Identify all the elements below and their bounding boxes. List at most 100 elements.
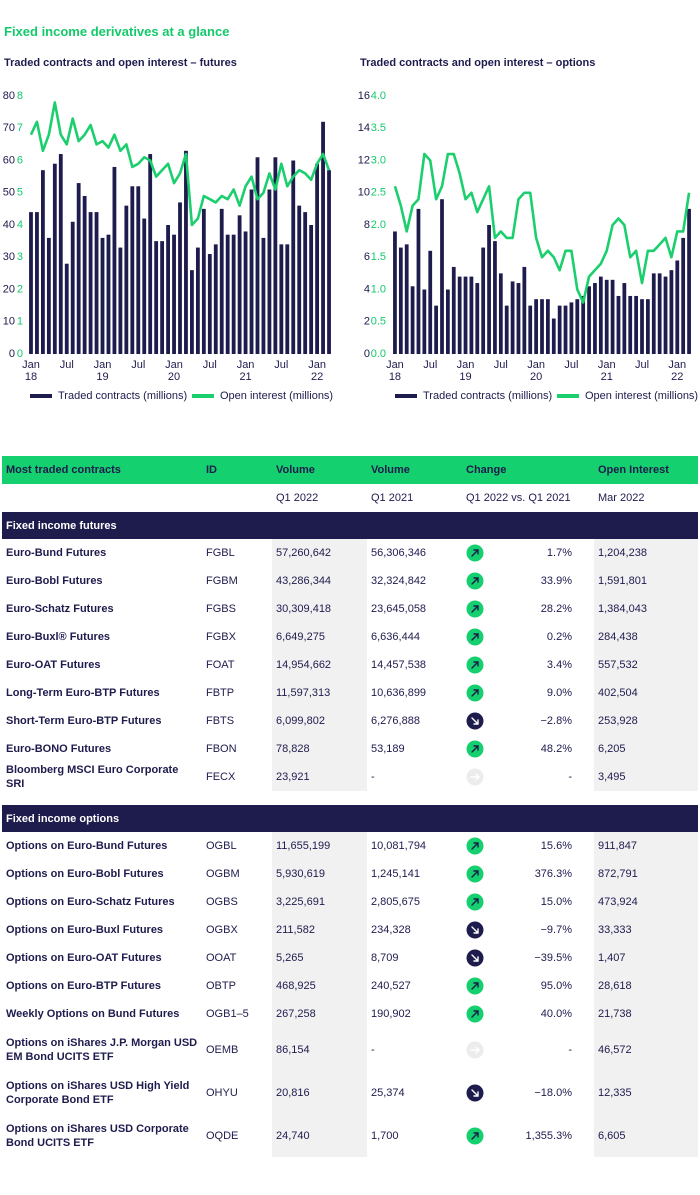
icon-arrow [471, 605, 479, 613]
bar [130, 186, 135, 354]
bar [463, 276, 468, 354]
contract-id: FBON [206, 743, 237, 755]
volume-2021: 240,527 [371, 980, 411, 992]
header-cell: Open Interest [594, 456, 698, 484]
change-cell: −9.7% [462, 916, 594, 944]
open-interest: 33,333 [594, 916, 698, 944]
icon-arrow [471, 689, 479, 697]
change-value: 1,355.3% [525, 1129, 572, 1142]
trend-icon [466, 921, 484, 939]
table-row: Short-Term Euro-BTP Futures FBTS 6,099,802… [2, 707, 698, 735]
y2-tick-label: 3.5 [371, 122, 386, 134]
volume-2021: 10,081,794 [371, 840, 427, 852]
bar [207, 254, 212, 354]
table-row: Options on Euro-OAT Futures OOAT 5,265 8,70… [2, 944, 698, 972]
change-cell: 376.3% [462, 860, 594, 888]
bar [669, 270, 674, 354]
legend-label: Traded contracts (millions) [423, 390, 552, 402]
open-interest: 473,924 [594, 888, 698, 916]
header-cell: Volume [367, 456, 462, 484]
y-tick-label: 80 [3, 90, 15, 102]
contract-id: OGBS [206, 896, 238, 908]
volume-2022: 14,954,662 [272, 651, 367, 679]
change-wrap: 1.7% [466, 544, 590, 562]
table-row: Options on Euro-BTP Futures OBTP 468,925 24… [2, 972, 698, 1000]
subheader-row: Q1 2022 Q1 2021 Q1 2022 vs. Q1 2021 Mar 202… [2, 484, 698, 512]
bar [327, 170, 331, 354]
bar [563, 305, 568, 354]
change-cell: 95.0% [462, 972, 594, 1000]
bar [172, 234, 176, 354]
change-value: 28.2% [540, 603, 572, 615]
bar [546, 299, 550, 354]
change-wrap: 376.3% [466, 865, 590, 883]
subheader-cell: Q1 2022 vs. Q1 2021 [466, 492, 571, 504]
icon-arrow [471, 1088, 479, 1097]
contract-id: FGBS [206, 603, 236, 615]
contract-name: Euro-BONO Futures [6, 743, 112, 755]
change-wrap: - [466, 1041, 590, 1059]
volume-2021: 56,306,346 [371, 547, 427, 559]
bar [634, 295, 638, 354]
table-row: Bloomberg MSCI Euro Corporate SRI FECX 23,… [2, 763, 698, 791]
volume-2022: 20,816 [272, 1071, 367, 1114]
x-tick-label: Jul [423, 359, 438, 371]
x-tick-label: Jul [59, 359, 74, 371]
open-interest: 3,495 [594, 763, 698, 791]
volume-2022: 3,225,691 [272, 888, 367, 916]
contract-name: Options on Euro-BTP Futures [6, 980, 162, 992]
x-tick-label: Jan 19 [93, 359, 112, 383]
volume-2022: 11,655,199 [272, 832, 367, 860]
change-wrap: - [466, 768, 590, 786]
change-value: 48.2% [540, 743, 572, 755]
trend-icon [466, 656, 484, 674]
y2-tick-label: 0 [17, 348, 23, 360]
bar [598, 276, 603, 354]
volume-2021: 6,276,888 [371, 715, 420, 727]
change-wrap: 15.0% [466, 893, 590, 911]
bar [243, 231, 248, 354]
volume-2021: 190,902 [371, 1008, 411, 1020]
change-wrap: 33.9% [466, 572, 590, 590]
bar [451, 266, 456, 354]
y-tick-label: 20 [3, 283, 15, 295]
open-interest: 911,847 [594, 832, 698, 860]
icon-arrow [471, 717, 479, 725]
y-tick-label: 60 [3, 154, 15, 166]
change-cell: −39.5% [462, 944, 594, 972]
x-tick-label: Jan 21 [597, 359, 616, 383]
bar [136, 186, 141, 354]
contract-name: Options on Euro-OAT Futures [6, 952, 162, 964]
bar [675, 260, 680, 354]
chart: Traded contracts and open interest – opt… [355, 50, 700, 410]
bar [628, 295, 633, 354]
line [29, 101, 331, 227]
bar [309, 225, 314, 354]
bar [261, 237, 266, 354]
subheader-cell [2, 484, 202, 512]
bar [231, 234, 236, 354]
bar [687, 208, 691, 354]
change-value: −18.0% [534, 1086, 572, 1099]
y2-tick-label: 4.0 [371, 90, 386, 102]
table-row: Options on iShares USD Corporate Bond UC… [2, 1114, 698, 1157]
contract-name: Euro-Bobl Futures [6, 575, 103, 587]
y-tick-label: 0 [9, 348, 15, 360]
bar [528, 305, 533, 354]
y-tick-label: 0 [364, 348, 370, 360]
y-tick-label: 16 [358, 90, 370, 102]
trend-icon [466, 544, 484, 562]
bar [35, 212, 39, 354]
volume-2021: - [371, 1043, 375, 1056]
bar [273, 157, 278, 354]
bar [481, 247, 486, 354]
bar [575, 299, 580, 354]
bar [219, 208, 224, 354]
change-value: −2.8% [540, 715, 573, 727]
bar [540, 299, 544, 354]
change-value: - [568, 771, 572, 783]
bar [587, 286, 591, 354]
x-tick-label: Jan 22 [668, 359, 687, 383]
change-cell: 1,355.3% [462, 1114, 594, 1157]
change-wrap: −39.5% [466, 949, 590, 967]
